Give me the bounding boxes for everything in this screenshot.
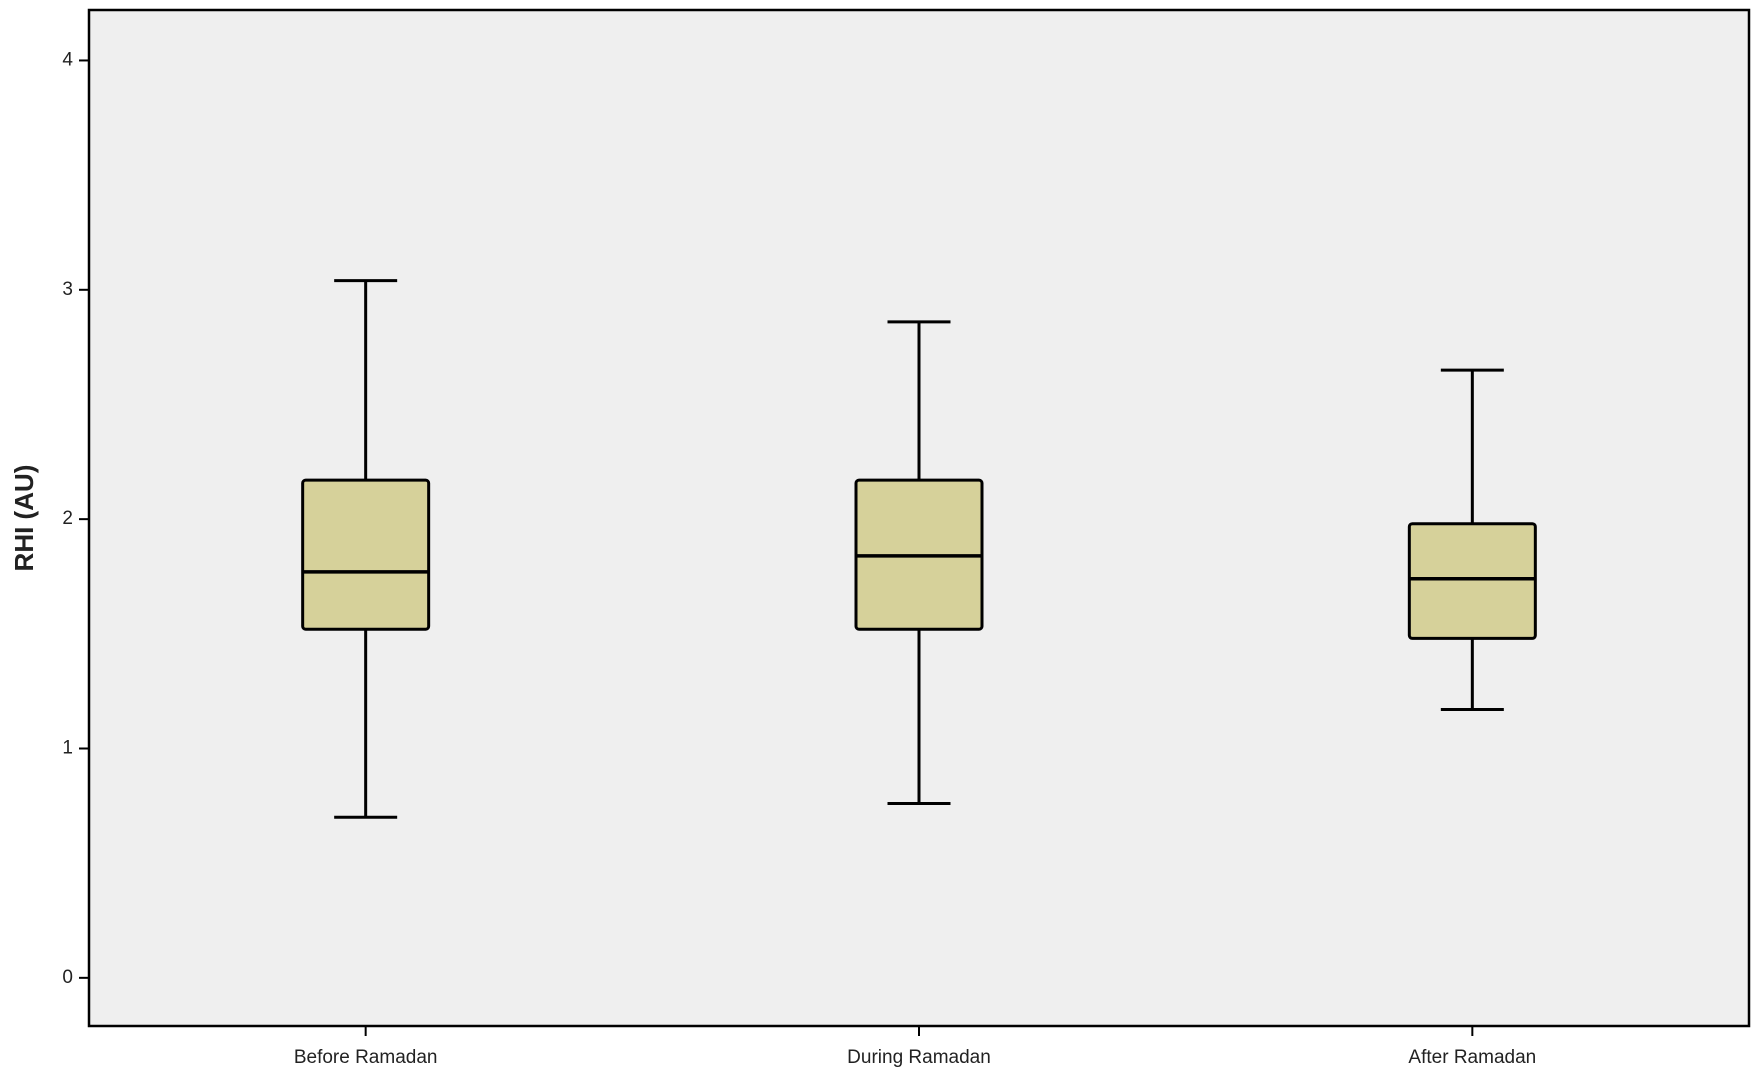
y-tick-label: 1 bbox=[62, 738, 73, 759]
y-tick-label: 4 bbox=[62, 49, 73, 70]
x-tick-label: Before Ramadan bbox=[294, 1047, 438, 1068]
y-tick-label: 3 bbox=[62, 279, 73, 300]
y-axis-label: RHI (AU) bbox=[9, 465, 39, 572]
x-tick-label: After Ramadan bbox=[1408, 1047, 1536, 1068]
box bbox=[301, 478, 431, 631]
x-tick-label: During Ramadan bbox=[847, 1047, 991, 1068]
y-tick-label: 0 bbox=[62, 967, 73, 988]
y-tick-label: 2 bbox=[62, 508, 73, 529]
box bbox=[1407, 522, 1537, 640]
